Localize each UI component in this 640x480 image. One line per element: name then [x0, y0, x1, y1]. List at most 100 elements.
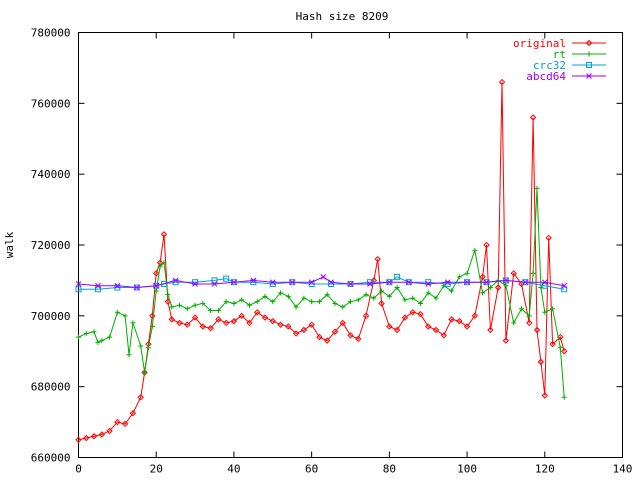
data-point-rt: [76, 334, 81, 340]
data-point-crc32: [192, 279, 199, 286]
data-point-rt: [149, 323, 155, 329]
data-point-rt: [130, 320, 136, 326]
y-tick-label: 780000: [31, 27, 71, 40]
data-point-original: [483, 241, 490, 249]
data-point-original: [471, 312, 479, 320]
data-point-rt: [534, 185, 540, 191]
data-point-original: [83, 434, 90, 442]
data-point-original: [246, 319, 253, 327]
data-point-rt: [153, 288, 159, 294]
x-tick-label: 60: [305, 463, 318, 476]
data-point-rt: [530, 270, 536, 276]
data-point-original: [316, 333, 323, 341]
series-rt: [76, 185, 567, 400]
legend-marker-abcd64: [586, 73, 592, 79]
data-point-rt: [254, 299, 260, 305]
data-point-rt: [386, 293, 392, 299]
data-point-crc32: [308, 280, 315, 287]
y-axis-label: walk: [3, 231, 16, 258]
data-point-original: [393, 326, 401, 334]
data-point-crc32: [250, 279, 257, 286]
series-original: [75, 78, 568, 443]
data-point-rt: [309, 299, 315, 305]
data-point-original: [215, 316, 222, 323]
data-point-original: [191, 314, 199, 321]
data-point-rt: [142, 370, 148, 375]
data-point-abcd64: [250, 277, 257, 284]
data-point-crc32: [75, 286, 82, 293]
data-point-original: [308, 321, 315, 328]
data-point-rt: [542, 309, 548, 315]
data-point-crc32: [561, 286, 568, 293]
data-point-rt: [192, 302, 198, 308]
data-point-original: [277, 321, 284, 328]
data-point-abcd64: [289, 279, 296, 286]
data-point-rt: [456, 274, 462, 280]
data-point-rt: [165, 292, 171, 298]
data-point-rt: [410, 295, 416, 301]
data-point-original: [129, 410, 137, 417]
data-point-original: [160, 231, 168, 238]
data-point-rt: [114, 309, 120, 315]
data-point-rt: [363, 292, 369, 298]
data-point-original: [285, 323, 292, 330]
data-point-original: [323, 337, 331, 344]
data-point-rt: [480, 290, 486, 296]
x-tick-label: 100: [457, 463, 477, 476]
legend-marker-rt: [586, 51, 592, 57]
data-point-rt: [99, 338, 105, 344]
data-point-original: [549, 340, 556, 348]
data-point-abcd64: [75, 281, 82, 287]
data-point-original: [339, 319, 346, 327]
data-point-original: [386, 323, 393, 330]
data-point-original: [374, 255, 381, 263]
data-point-rt: [503, 283, 509, 289]
data-point-crc32: [172, 279, 179, 286]
data-point-original: [498, 78, 506, 86]
y-tick-label: 740000: [31, 168, 71, 181]
data-point-rt: [126, 352, 132, 358]
data-point-abcd64: [483, 279, 490, 286]
data-point-crc32: [114, 284, 121, 291]
data-point-original: [207, 325, 214, 332]
data-point-abcd64: [464, 279, 470, 286]
data-point-original: [300, 326, 308, 334]
data-point-rt: [184, 306, 190, 312]
y-tick-label: 660000: [31, 452, 71, 465]
data-point-original: [261, 314, 269, 321]
y-tick-label: 760000: [31, 97, 71, 110]
data-point-original: [425, 323, 432, 330]
data-point-original: [541, 392, 548, 399]
data-point-original: [254, 309, 261, 316]
data-point-crc32: [541, 282, 548, 289]
data-point-original: [75, 436, 82, 443]
data-point-rt: [495, 277, 501, 283]
data-point-rt: [223, 299, 229, 305]
data-point-original: [417, 310, 424, 318]
data-point-rt: [417, 300, 423, 306]
data-point-crc32: [425, 279, 432, 286]
data-point-rt: [316, 299, 322, 305]
data-point-original: [378, 300, 385, 307]
data-point-original: [121, 420, 129, 428]
x-tick-label: 140: [613, 463, 633, 476]
data-point-original: [479, 273, 486, 281]
x-axis: 0 20 40 60 80 100 120 140: [75, 32, 633, 476]
data-point-rt: [371, 295, 377, 301]
data-point-original: [463, 323, 471, 330]
data-point-rt: [561, 394, 567, 400]
data-point-crc32: [366, 279, 373, 286]
data-point-original: [529, 114, 537, 121]
data-point-original: [153, 270, 160, 277]
data-point-abcd64: [522, 279, 529, 286]
data-point-crc32: [94, 286, 101, 293]
series-abcd64: [75, 274, 568, 291]
data-point-rt: [177, 302, 183, 308]
data-point-rt: [518, 306, 524, 312]
data-point-rt: [293, 304, 299, 310]
data-point-abcd64: [269, 279, 276, 286]
data-point-original: [487, 326, 494, 334]
y-tick-label: 700000: [31, 310, 71, 323]
data-point-rt: [161, 260, 167, 266]
